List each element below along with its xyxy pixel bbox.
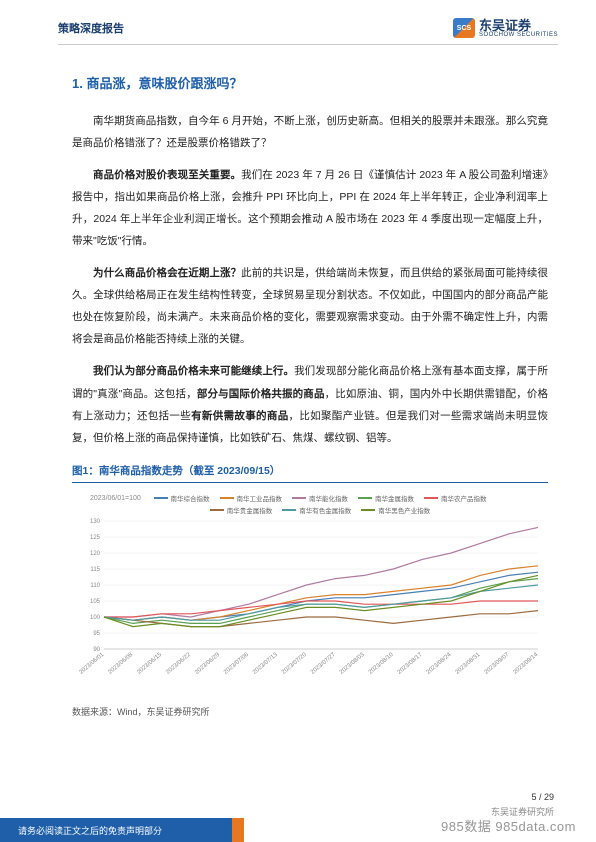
section-heading: 1. 商品涨，意味股价跟涨吗？ bbox=[72, 73, 548, 92]
legend-swatch bbox=[220, 497, 234, 499]
chart-container: 2023/06/01=100 南华综合指数 南华工业品指数 南华能化指数 南华金属指数… bbox=[72, 489, 548, 697]
legend-item: 南华综合指数 bbox=[154, 493, 210, 503]
p4-bold-a: 部分与国际价格共振的商品 bbox=[197, 388, 325, 400]
legend-item: 南华黑色产业指数 bbox=[361, 505, 430, 515]
svg-text:100: 100 bbox=[90, 615, 101, 621]
legend-label: 南华贵金属指数 bbox=[227, 505, 273, 515]
legend-label: 南华黑色产业指数 bbox=[378, 505, 430, 515]
svg-text:90: 90 bbox=[93, 647, 100, 653]
logo-text-en: SOOCHOW SECURITIES bbox=[479, 32, 558, 38]
watermark-text: 985数据 985data.com bbox=[441, 816, 576, 835]
legend-label: 南华综合指数 bbox=[171, 493, 210, 503]
svg-text:2023/08/10: 2023/08/10 bbox=[368, 651, 395, 675]
svg-text:115: 115 bbox=[90, 567, 100, 573]
logo-mark-icon: SCS bbox=[453, 18, 475, 38]
svg-text:2023/06/08: 2023/06/08 bbox=[107, 651, 134, 675]
svg-text:2023/06/15: 2023/06/15 bbox=[136, 651, 163, 675]
paragraph-2: 商品价格对股价表现至关重要。我们在 2023 年 7 月 26 日《谨慎估计 2… bbox=[72, 164, 548, 252]
footer-accent bbox=[232, 818, 244, 842]
p4-lead: 我们认为部分商品价格未来可能继续上行。 bbox=[93, 365, 294, 377]
legend-item: 南华有色金属指数 bbox=[282, 505, 351, 515]
legend-item: 南华贵金属指数 bbox=[210, 505, 273, 515]
svg-text:120: 120 bbox=[90, 551, 101, 557]
legend-item: 南华能化指数 bbox=[292, 493, 348, 503]
page-number: 5 / 29 bbox=[531, 792, 554, 802]
legend-label: 南华农产品指数 bbox=[441, 493, 487, 503]
chart-legend: 南华综合指数 南华工业品指数 南华能化指数 南华金属指数 南华农产品指数南华贵金属指数 南… bbox=[72, 489, 548, 517]
line-chart: 90951001051101151201251302023/06/012023/… bbox=[76, 517, 546, 685]
legend-swatch bbox=[210, 509, 224, 511]
svg-text:2023/07/20: 2023/07/20 bbox=[281, 651, 308, 675]
svg-text:2023/06/01: 2023/06/01 bbox=[78, 651, 105, 675]
svg-text:2023/07/27: 2023/07/27 bbox=[310, 651, 337, 675]
figure-source: 数据来源：Wind，东吴证券研究所 bbox=[72, 705, 548, 718]
paragraph-1: 南华期货商品指数，自今年 6 月开始，不断上涨，创历史新高。但相关的股票并未跟涨… bbox=[72, 110, 548, 154]
p3-lead: 为什么商品价格会在近期上涨？ bbox=[93, 267, 241, 279]
svg-text:2023/09/14: 2023/09/14 bbox=[512, 651, 539, 675]
legend-label: 南华能化指数 bbox=[309, 493, 348, 503]
svg-text:110: 110 bbox=[90, 583, 100, 589]
svg-text:105: 105 bbox=[90, 599, 101, 605]
legend-swatch bbox=[154, 497, 168, 499]
brand-logo: SCS 东吴证券 SOOCHOW SECURITIES bbox=[453, 18, 558, 38]
svg-text:2023/08/31: 2023/08/31 bbox=[455, 651, 482, 675]
legend-swatch bbox=[424, 497, 438, 499]
section-number: 1. bbox=[72, 76, 83, 91]
legend-label: 南华工业品指数 bbox=[237, 493, 283, 503]
legend-label: 南华有色金属指数 bbox=[299, 505, 351, 515]
legend-swatch bbox=[282, 509, 296, 511]
doc-category: 策略深度报告 bbox=[58, 20, 124, 36]
section-title-text: 商品涨，意味股价跟涨吗？ bbox=[86, 76, 242, 91]
paragraph-3: 为什么商品价格会在近期上涨？此前的共识是，供给端尚未恢复，而且供给的紧张局面可能… bbox=[72, 262, 548, 350]
content-body: 1. 商品涨，意味股价跟涨吗？ 南华期货商品指数，自今年 6 月开始，不断上涨，… bbox=[0, 45, 596, 728]
svg-text:95: 95 bbox=[93, 631, 100, 637]
paragraph-4: 我们认为部分商品价格未来可能继续上行。我们发现部分能化商品价格上涨有基本面支撑，… bbox=[72, 360, 548, 448]
legend-item: 南华工业品指数 bbox=[220, 493, 283, 503]
svg-text:2023/06/22: 2023/06/22 bbox=[165, 651, 192, 675]
p2-lead: 商品价格对股价表现至关重要。 bbox=[93, 169, 241, 181]
legend-label: 南华金属指数 bbox=[375, 493, 414, 503]
svg-text:2023/07/13: 2023/07/13 bbox=[252, 651, 279, 675]
svg-text:125: 125 bbox=[90, 535, 101, 541]
p4-bold-b: 有新供需故事的商品 bbox=[191, 410, 288, 422]
legend-swatch bbox=[292, 497, 306, 499]
legend-swatch bbox=[358, 497, 372, 499]
svg-text:2023/08/03: 2023/08/03 bbox=[339, 651, 366, 675]
svg-text:2023/07/06: 2023/07/06 bbox=[223, 651, 250, 675]
svg-text:2023/06/29: 2023/06/29 bbox=[194, 651, 221, 675]
logo-text-block: 东吴证券 SOOCHOW SECURITIES bbox=[479, 19, 558, 38]
legend-swatch bbox=[361, 509, 375, 511]
svg-text:2023/08/17: 2023/08/17 bbox=[397, 651, 424, 675]
footer-disclaimer: 请务必阅读正文之后的免责声明部分 bbox=[0, 818, 232, 842]
svg-text:2023/08/24: 2023/08/24 bbox=[426, 651, 453, 675]
svg-text:130: 130 bbox=[90, 519, 101, 525]
legend-item: 南华农产品指数 bbox=[424, 493, 487, 503]
figure-title: 图1：南华商品指数走势（截至 2023/09/15） bbox=[72, 463, 548, 483]
chart-series-line bbox=[104, 527, 538, 617]
svg-text:2023/09/07: 2023/09/07 bbox=[483, 651, 510, 675]
legend-item: 南华金属指数 bbox=[358, 493, 414, 503]
page-header: 策略深度报告 SCS 东吴证券 SOOCHOW SECURITIES bbox=[58, 0, 558, 45]
logo-text-cn: 东吴证券 bbox=[479, 19, 558, 32]
chart-baseline-note: 2023/06/01=100 bbox=[90, 495, 141, 502]
